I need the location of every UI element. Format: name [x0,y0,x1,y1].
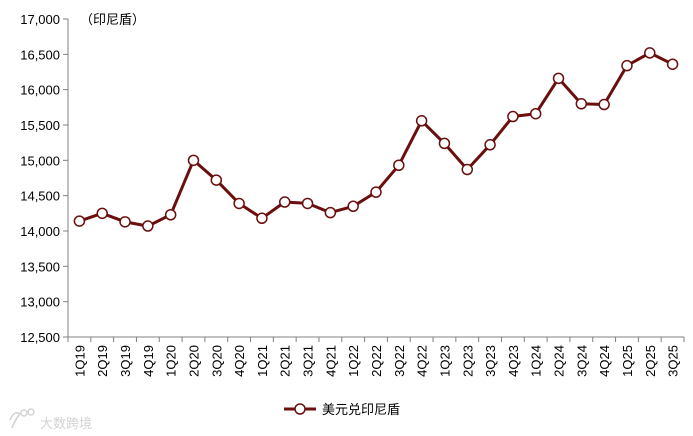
x-tick-label: 2Q20 [186,345,201,377]
x-tick-label: 1Q24 [529,345,544,377]
y-tick-label: 16,000 [20,83,60,98]
data-point [142,220,154,232]
y-tick-label: 12,500 [20,330,60,345]
data-point [96,207,108,220]
data-point [644,47,656,59]
data-point [119,216,131,228]
data-point [256,212,268,225]
data-point [666,58,679,70]
data-point [187,154,200,167]
x-tick-label: 4Q19 [141,345,156,377]
x-tick-label: 3Q22 [392,345,407,377]
x-tick-label: 3Q19 [118,345,133,377]
x-tick-label: 4Q21 [323,345,338,377]
x-tick-label: 3Q21 [301,345,316,377]
y-tick-label: 14,500 [20,189,60,204]
data-point [575,98,588,110]
x-tick-label: 4Q20 [232,345,247,377]
y-tick-label: 17,000 [20,12,60,27]
data-point [301,197,314,210]
data-point [529,107,542,120]
legend: 美元兑印尼盾 [284,402,400,417]
logo-icon [9,408,35,429]
x-tick-label: 1Q22 [346,345,361,377]
data-point [621,59,633,72]
x-tick-label: 1Q21 [255,345,270,377]
x-tick-label: 4Q23 [506,345,521,377]
data-point [438,137,451,150]
x-tick-label: 4Q22 [415,345,430,377]
watermark-text: 大数跨境 [40,416,92,431]
data-point [164,208,177,221]
x-tick-label: 2Q19 [95,345,110,377]
x-tick-label: 3Q23 [483,345,498,377]
data-point [598,98,610,111]
x-tick-label: 1Q25 [620,345,635,377]
data-point [324,206,337,219]
x-tick-label: 4Q24 [597,345,612,377]
y-tick-label: 14,000 [20,224,60,239]
data-point [210,174,223,186]
x-tick-label: 1Q19 [72,345,87,377]
y-tick-label: 13,000 [20,295,60,310]
data-point [507,110,519,123]
data-point [233,197,245,210]
x-tick-label: 2Q24 [552,345,567,377]
y-axis: 12,500 13,000 13,500 14,000 14,500 15,000 15,5… [20,12,69,345]
y-tick-label: 15,500 [20,118,60,133]
data-point [347,200,359,213]
x-tick-label: 2Q25 [643,345,658,377]
data-point [552,72,565,85]
data-point [484,139,496,151]
x-tick-label: 2Q21 [278,345,293,377]
x-tick-label: 2Q23 [460,345,475,377]
y-tick-label: 13,500 [20,259,60,274]
x-axis: 1Q19 2Q19 3Q19 4Q19 1Q20 2Q20 3Q20 4Q20 1Q21 2Q21… [67,336,685,377]
x-tick-label: 3Q20 [209,345,224,377]
y-tick-label: 15,000 [20,153,60,168]
data-point [393,159,405,172]
y-tick-label: 16,500 [20,47,60,62]
data-point [278,196,291,208]
x-tick-label: 1Q23 [437,345,452,377]
data-point [73,215,86,227]
data-point [415,115,428,127]
x-tick-label: 2Q22 [369,345,384,377]
x-tick-label: 3Q24 [574,345,589,377]
legend-marker [294,403,306,415]
plot-area [73,47,679,232]
series-line [78,51,674,228]
data-point [370,186,382,198]
x-tick-label: 1Q20 [164,345,179,377]
y-unit-label: （印尼盾） [80,12,145,27]
x-tick-label: 3Q25 [666,345,681,377]
data-point [461,163,474,176]
watermark: 大数跨境 [9,408,92,431]
legend-label: 美元兑印尼盾 [322,402,400,417]
